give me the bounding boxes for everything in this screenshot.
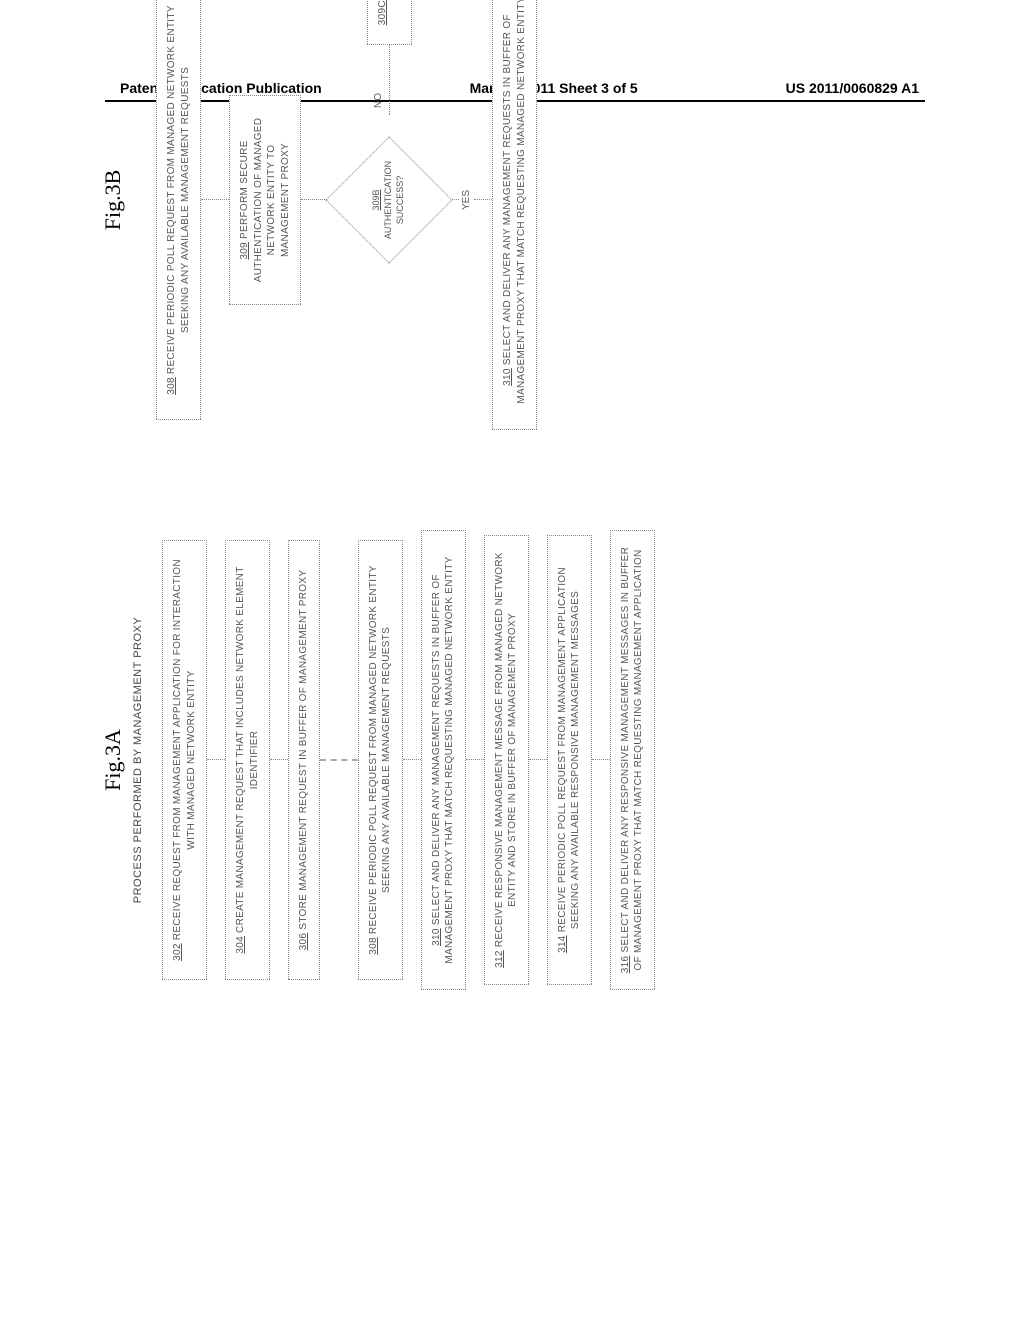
diamond-text: 309B AUTHENTICATION SUCCESS? (329, 115, 449, 285)
connector (466, 760, 484, 761)
ref-309c: 309C (377, 0, 388, 25)
step-309: 309 PERFORM SECURE AUTHENTICATION OF MAN… (229, 95, 301, 305)
connector (529, 760, 547, 761)
step-316: 316 SELECT AND DELIVER ANY RESPONSIVE MA… (610, 530, 655, 990)
text-314: RECEIVE PERIODIC POLL REQUEST FROM MANAG… (557, 567, 582, 932)
text-312: RECEIVE RESPONSIVE MANAGEMENT MESSAGE FR… (494, 552, 519, 947)
connector (270, 760, 288, 761)
ref-309: 309 (239, 242, 250, 260)
text-310b: SELECT AND DELIVER ANY MANAGEMENT REQUES… (502, 0, 527, 404)
step-309c: 309C REFUSE POLL REQUEST (367, 0, 412, 45)
step-314: 314 RECEIVE PERIODIC POLL REQUEST FROM M… (547, 535, 592, 985)
figure-canvas: Fig.3A PROCESS PERFORMED BY MANAGEMENT P… (70, 0, 950, 1020)
ref-308b: 308 (166, 377, 177, 395)
ref-316: 316 (620, 956, 631, 974)
step-310a: 310 SELECT AND DELIVER ANY MANAGEMENT RE… (421, 530, 466, 990)
step-310b: 310 SELECT AND DELIVER ANY MANAGEMENT RE… (492, 0, 537, 430)
ref-310b: 310 (502, 368, 513, 386)
yes-label: YES (459, 0, 474, 440)
decision-309b: 309B AUTHENTICATION SUCCESS? (329, 115, 449, 285)
text-304: CREATE MANAGEMENT REQUEST THAT INCLUDES … (235, 566, 260, 933)
connector (201, 200, 229, 201)
refuse-branch: 309C REFUSE POLL REQUEST (367, 0, 412, 45)
step-302: 302 RECEIVE REQUEST FROM MANAGEMENT APPL… (162, 540, 207, 980)
no-label: NO (373, 93, 384, 108)
step-308a: 308 RECEIVE PERIODIC POLL REQUEST FROM M… (358, 540, 403, 980)
text-302: RECEIVE REQUEST FROM MANAGEMENT APPLICAT… (172, 559, 197, 940)
ref-312: 312 (494, 950, 505, 968)
ref-306: 306 (298, 933, 309, 951)
step-308b: 308 RECEIVE PERIODIC POLL REQUEST FROM M… (156, 0, 201, 420)
figure-3b-label: Fig.3B (100, 0, 126, 440)
connector (403, 760, 421, 761)
step-304: 304 CREATE MANAGEMENT REQUEST THAT INCLU… (225, 540, 270, 980)
ref-304: 304 (235, 936, 246, 954)
connector (474, 200, 492, 201)
step-312: 312 RECEIVE RESPONSIVE MANAGEMENT MESSAG… (484, 535, 529, 985)
ref-308a: 308 (368, 937, 379, 955)
text-308a: RECEIVE PERIODIC POLL REQUEST FROM MANAG… (368, 565, 393, 934)
text-306: STORE MANAGEMENT REQUEST IN BUFFER OF MA… (298, 570, 309, 930)
connector (207, 760, 225, 761)
h-connector (389, 45, 390, 115)
ref-310a: 310 (431, 928, 442, 946)
ref-314: 314 (557, 935, 568, 953)
connector-dashed (320, 759, 358, 761)
figure-3b: Fig.3B 308 RECEIVE PERIODIC POLL REQUEST… (100, 0, 537, 440)
text-308b: RECEIVE PERIODIC POLL REQUEST FROM MANAG… (166, 5, 191, 374)
decision-row: 309B AUTHENTICATION SUCCESS? NO 309C REF… (329, 0, 449, 440)
text-310a: SELECT AND DELIVER ANY MANAGEMENT REQUES… (431, 556, 456, 963)
text-309b: AUTHENTICATION SUCCESS? (383, 161, 405, 239)
text-316: SELECT AND DELIVER ANY RESPONSIVE MANAGE… (620, 547, 645, 971)
connector (592, 760, 610, 761)
step-306: 306 STORE MANAGEMENT REQUEST IN BUFFER O… (288, 540, 320, 980)
figure-3a-title: PROCESS PERFORMED BY MANAGEMENT PROXY (132, 520, 144, 1000)
ref-302: 302 (172, 943, 183, 961)
ref-309b: 309B (371, 189, 381, 210)
figure-3a: Fig.3A PROCESS PERFORMED BY MANAGEMENT P… (100, 520, 655, 1000)
figure-3a-label: Fig.3A (100, 520, 126, 1000)
